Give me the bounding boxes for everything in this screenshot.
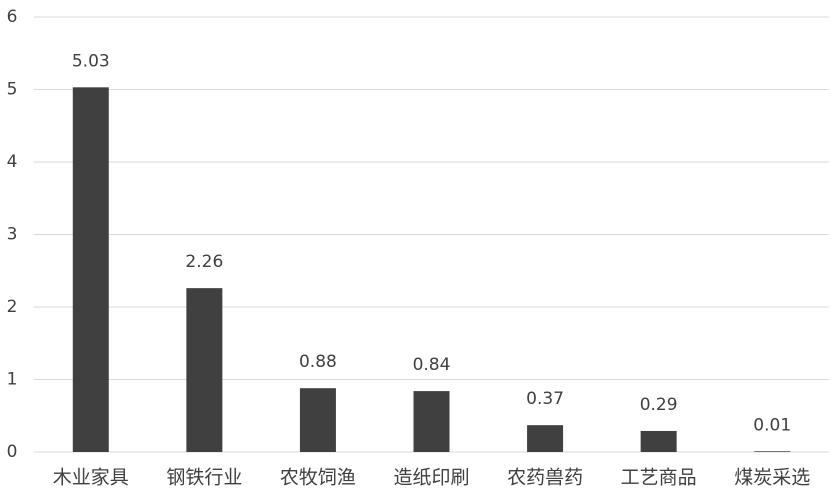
y-tick-label: 6	[7, 7, 18, 27]
data-label: 5.03	[72, 51, 110, 71]
x-tick-label: 工艺商品	[621, 467, 697, 489]
x-tick-label: 农药兽药	[507, 467, 583, 489]
data-label: 0.88	[299, 352, 337, 372]
data-label: 0.01	[753, 415, 791, 435]
y-tick-label: 5	[7, 80, 18, 100]
bar	[299, 388, 336, 452]
y-tick-label: 0	[7, 442, 18, 462]
x-tick-label: 造纸印刷	[393, 467, 469, 489]
y-tick-label: 1	[7, 370, 18, 390]
data-label: 0.37	[526, 389, 564, 409]
y-tick-label: 4	[7, 152, 18, 172]
y-tick-label: 3	[7, 225, 18, 245]
bar	[186, 288, 223, 452]
bar	[413, 391, 450, 452]
y-tick-label: 2	[7, 297, 18, 317]
x-tick-label: 钢铁行业	[166, 467, 242, 489]
bar	[527, 425, 564, 452]
x-tick-label: 煤炭采选	[734, 467, 810, 489]
bar	[640, 430, 677, 452]
x-tick-label: 木业家具	[53, 467, 129, 489]
x-tick-label: 农牧饲渔	[280, 467, 356, 489]
data-label: 0.84	[413, 355, 451, 375]
data-label: 2.26	[185, 252, 223, 272]
data-label: 0.29	[640, 395, 678, 415]
bar	[72, 87, 109, 452]
bar	[754, 451, 791, 452]
